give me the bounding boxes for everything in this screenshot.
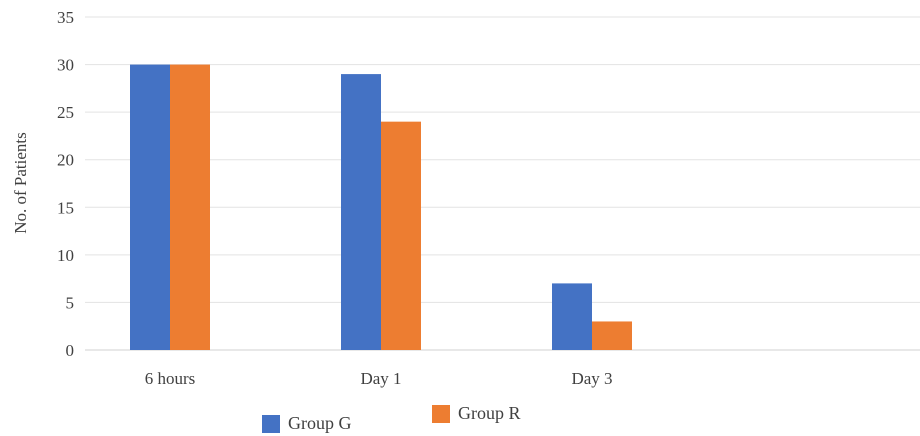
y-tick-label: 35	[57, 8, 74, 27]
y-tick-label: 15	[57, 198, 74, 217]
x-axis-categories: 6 hours Day 1 Day 3	[145, 369, 613, 388]
bar-group-g-day-3	[552, 283, 592, 350]
legend-label-group-r: Group R	[458, 403, 521, 423]
bar-group-g-6-hours	[130, 64, 170, 351]
x-category-label: Day 1	[360, 369, 401, 388]
y-axis-ticks: 0 5 10 15 20 25 30 35	[57, 8, 74, 360]
gridlines	[85, 16, 920, 351]
legend: Group G Group R	[0, 403, 920, 436]
y-tick-label: 5	[66, 293, 75, 312]
bar-group-r-day-3	[592, 321, 632, 350]
bar-group-g-day-1	[341, 74, 381, 350]
legend-swatch-group-g	[262, 414, 280, 433]
y-tick-label: 10	[57, 246, 74, 265]
bar-group-r-day-1	[381, 121, 421, 351]
legend-swatch-group-r	[432, 404, 450, 423]
bar-chart: No. of Patients 0 5 10 15 20 25 30 35 6 hours Da…	[11, 8, 920, 388]
y-tick-label: 25	[57, 103, 74, 122]
x-category-label: Day 3	[571, 369, 612, 388]
x-category-label: 6 hours	[145, 369, 196, 388]
legend-label-group-g: Group G	[288, 413, 352, 433]
y-tick-label: 30	[57, 56, 74, 75]
y-tick-label: 20	[57, 151, 74, 170]
bars	[130, 64, 632, 351]
legend-item-group-r: Group R	[432, 403, 521, 424]
y-tick-label: 0	[66, 341, 75, 360]
legend-item-group-g: Group G	[262, 413, 352, 434]
bar-group-r-6-hours	[170, 64, 210, 351]
y-axis-label: No. of Patients	[11, 132, 30, 234]
